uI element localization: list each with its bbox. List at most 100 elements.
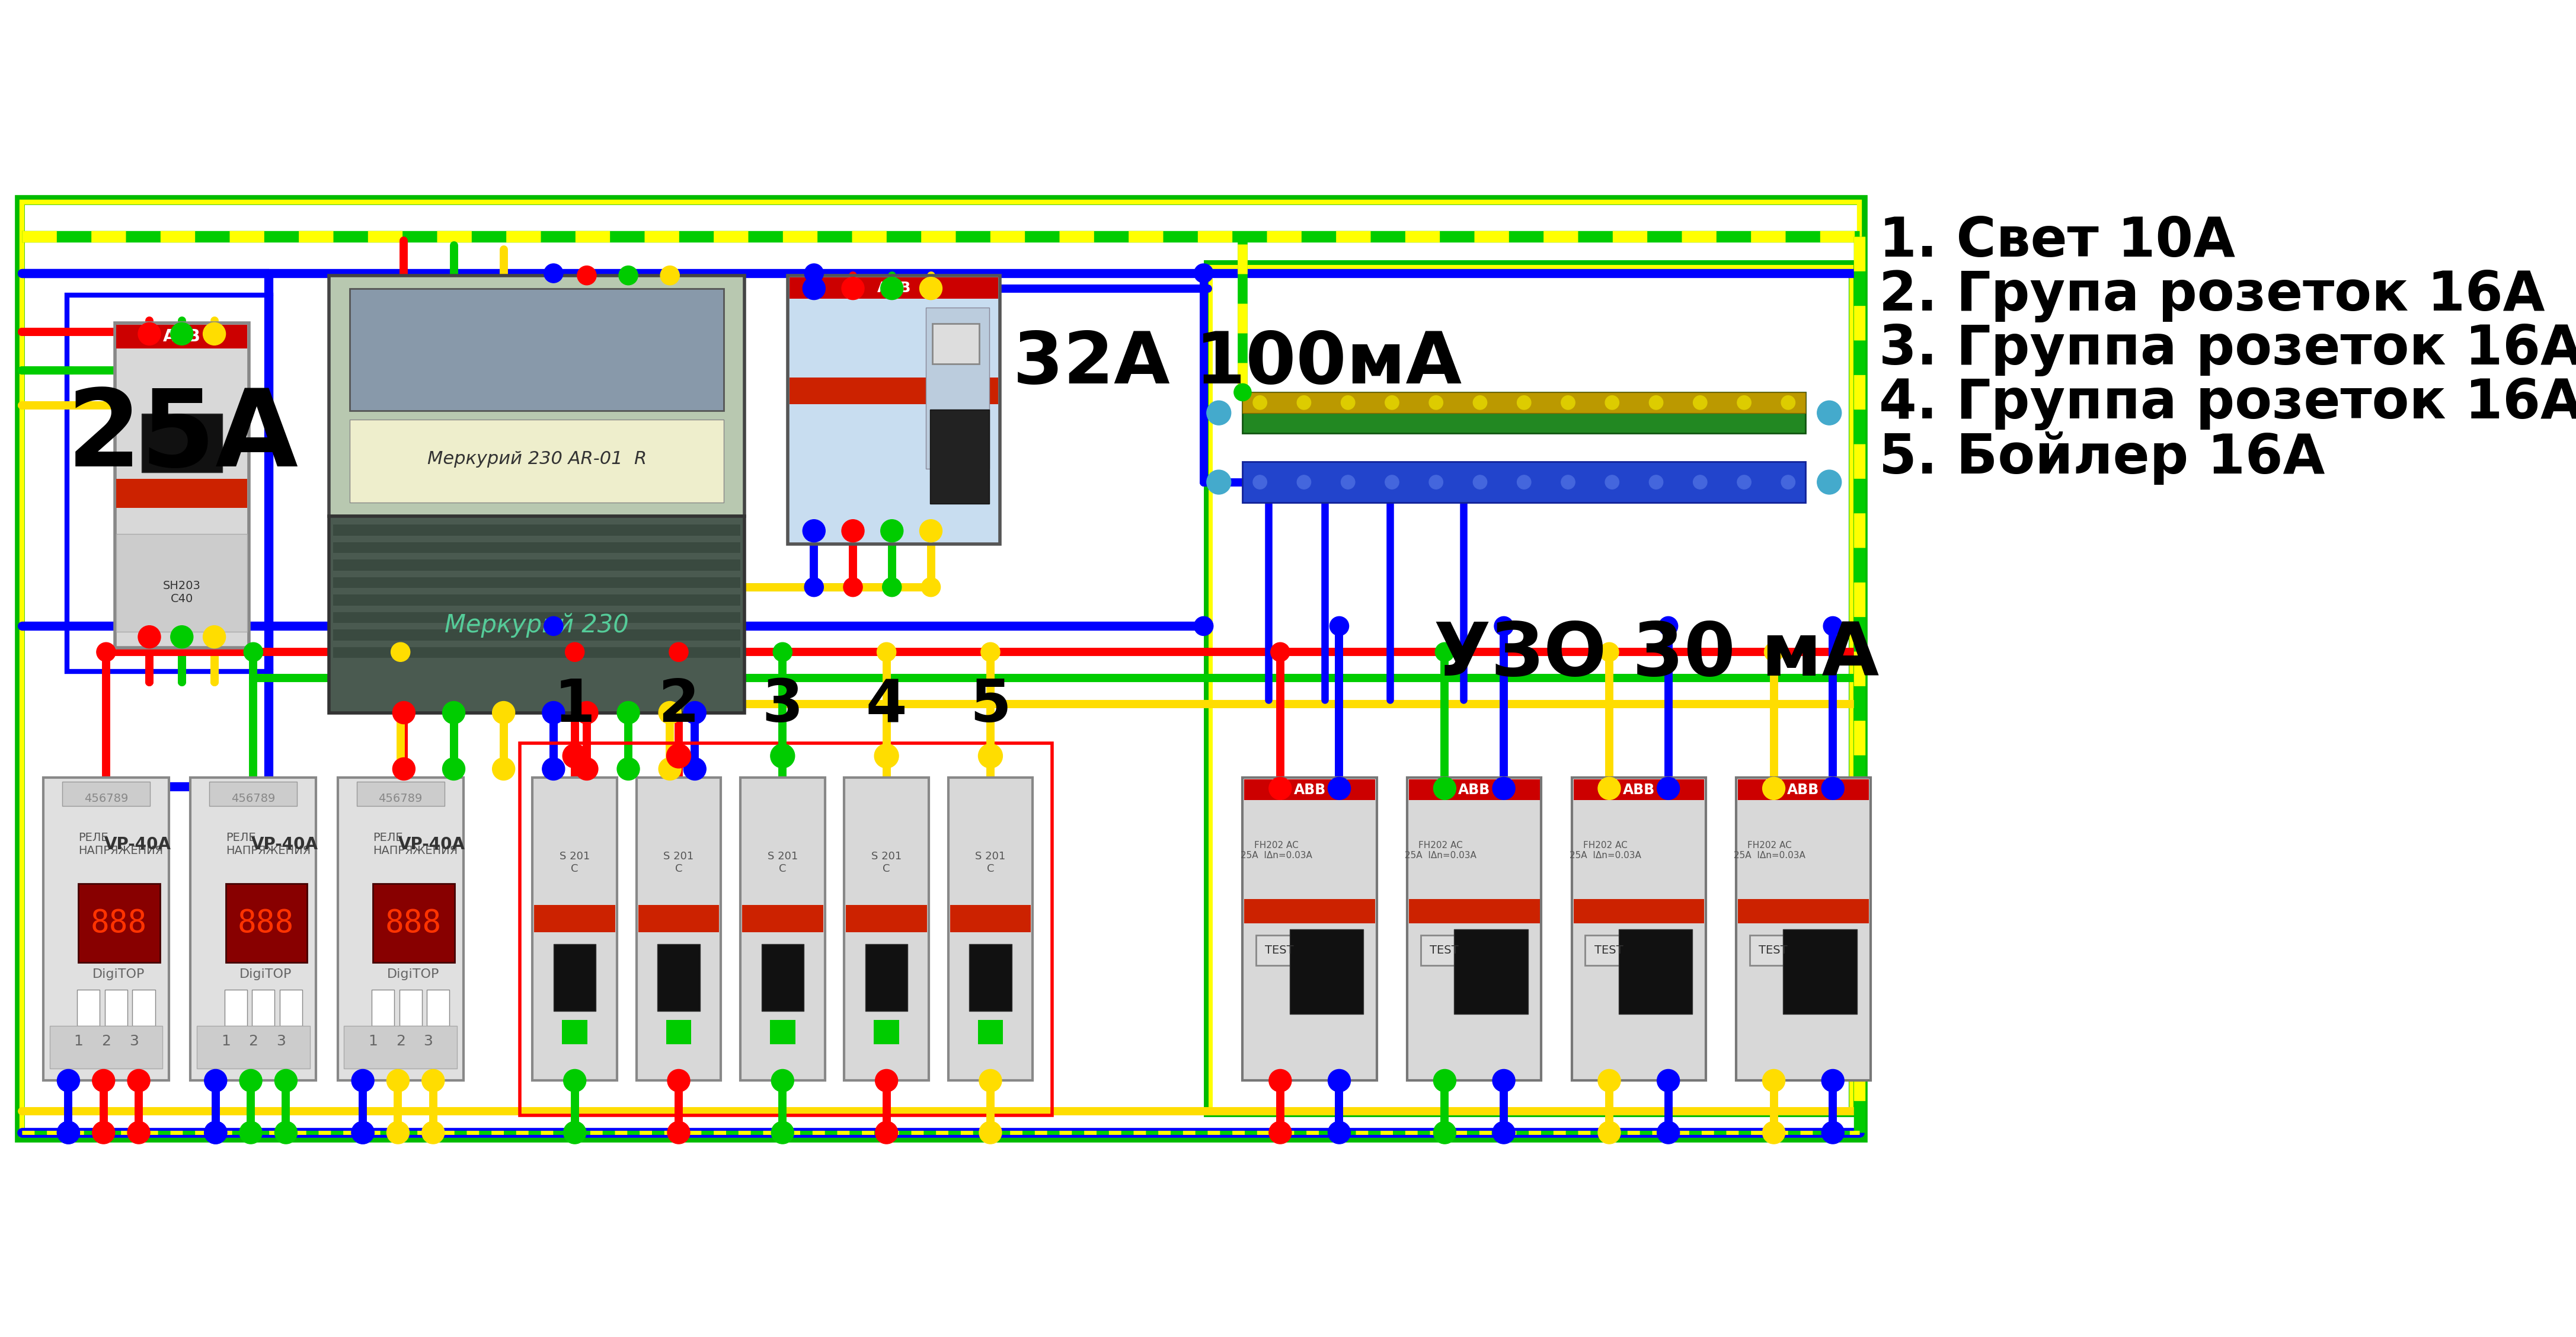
Bar [1783, 929, 1857, 1013]
Bar [788, 275, 999, 544]
Bar [191, 778, 317, 1080]
Bar [951, 905, 1030, 932]
Circle shape [1473, 475, 1486, 489]
Circle shape [1195, 263, 1213, 283]
Circle shape [1561, 475, 1574, 489]
Text: TEST: TEST [1595, 945, 1623, 956]
Bar [374, 884, 453, 963]
Circle shape [1206, 401, 1231, 425]
Text: ABB: ABB [1458, 782, 1492, 797]
Bar [1406, 778, 1540, 1080]
Text: 1: 1 [368, 1034, 379, 1048]
Bar [77, 989, 100, 1025]
Circle shape [443, 758, 466, 781]
Bar [428, 989, 448, 1025]
Circle shape [276, 1122, 296, 1144]
Circle shape [544, 702, 564, 723]
Text: 3: 3 [129, 1034, 139, 1048]
Bar [106, 989, 126, 1025]
Bar [657, 944, 701, 1011]
Text: 5. Бойлер 16А: 5. Бойлер 16А [1878, 432, 2326, 484]
Text: ABB: ABB [1623, 782, 1654, 797]
Circle shape [204, 626, 227, 648]
Text: 3: 3 [276, 1034, 286, 1048]
Circle shape [981, 643, 999, 662]
Bar [330, 516, 744, 713]
Circle shape [1329, 777, 1350, 800]
Circle shape [1492, 1070, 1515, 1092]
Circle shape [979, 1070, 1002, 1092]
Circle shape [1692, 396, 1708, 409]
Text: DigiTOP: DigiTOP [386, 968, 440, 980]
Circle shape [350, 1122, 374, 1144]
Text: FH202 AC
25A  IΔn=0.03A: FH202 AC 25A IΔn=0.03A [1242, 841, 1311, 860]
Circle shape [1270, 643, 1291, 662]
Circle shape [1386, 475, 1399, 489]
Circle shape [170, 322, 193, 345]
Bar [345, 1025, 456, 1068]
Circle shape [1270, 777, 1291, 800]
Text: VP-40A: VP-40A [103, 836, 170, 853]
Bar [227, 884, 307, 963]
Bar [1419, 935, 1468, 965]
Bar [332, 630, 739, 640]
Circle shape [873, 743, 899, 767]
Circle shape [562, 743, 587, 767]
Circle shape [1659, 616, 1677, 635]
Text: 2: 2 [397, 1034, 404, 1048]
Circle shape [564, 1122, 585, 1144]
Text: 4: 4 [866, 677, 907, 734]
Bar [67, 295, 270, 671]
Bar [791, 377, 999, 404]
Circle shape [386, 1070, 410, 1092]
Circle shape [770, 1070, 793, 1092]
Circle shape [1252, 396, 1267, 409]
Bar [520, 743, 1051, 1115]
Bar [667, 1020, 690, 1044]
Bar [332, 541, 739, 554]
Text: DigiTOP: DigiTOP [240, 968, 291, 980]
Circle shape [920, 520, 943, 541]
Bar [554, 944, 595, 1011]
Bar [845, 778, 930, 1080]
Circle shape [618, 702, 639, 723]
Bar [791, 277, 999, 298]
Circle shape [1432, 777, 1455, 800]
Circle shape [1270, 1122, 1291, 1144]
Circle shape [1824, 616, 1842, 635]
Text: S 201
C: S 201 C [665, 850, 693, 874]
Circle shape [422, 1122, 446, 1144]
Circle shape [139, 322, 160, 345]
Circle shape [876, 1122, 899, 1144]
Circle shape [1342, 475, 1355, 489]
Bar [1584, 935, 1633, 965]
Text: РЕЛЕ
НАПРЯЖЕНИЯ: РЕЛЕ НАПРЯЖЕНИЯ [374, 832, 459, 857]
Text: S 201
C: S 201 C [559, 850, 590, 874]
Bar [930, 409, 989, 504]
Text: 5: 5 [969, 677, 1010, 734]
Bar [332, 560, 739, 571]
Circle shape [1762, 1122, 1785, 1144]
Circle shape [1206, 471, 1231, 495]
Circle shape [770, 743, 796, 767]
Circle shape [1780, 396, 1795, 409]
Bar [1208, 265, 1852, 1114]
Circle shape [884, 578, 902, 596]
Circle shape [667, 743, 690, 767]
Circle shape [979, 743, 1002, 767]
Bar [770, 1020, 796, 1044]
Text: УЗО 30 мА: УЗО 30 мА [1435, 619, 1878, 691]
Bar [116, 479, 247, 508]
Text: 3: 3 [762, 677, 804, 734]
Circle shape [1649, 396, 1664, 409]
Text: РЕЛЕ
НАПРЯЖЕНИЯ: РЕЛЕ НАПРЯЖЕНИЯ [227, 832, 312, 857]
Circle shape [577, 266, 595, 285]
Bar [281, 989, 301, 1025]
Bar [873, 1020, 899, 1044]
Bar [636, 778, 721, 1080]
Text: 4. Группа розеток 16А: 4. Группа розеток 16А [1878, 377, 2576, 431]
Circle shape [1329, 1070, 1350, 1092]
Bar [224, 989, 247, 1025]
Bar [1739, 898, 1868, 923]
Circle shape [443, 702, 466, 723]
